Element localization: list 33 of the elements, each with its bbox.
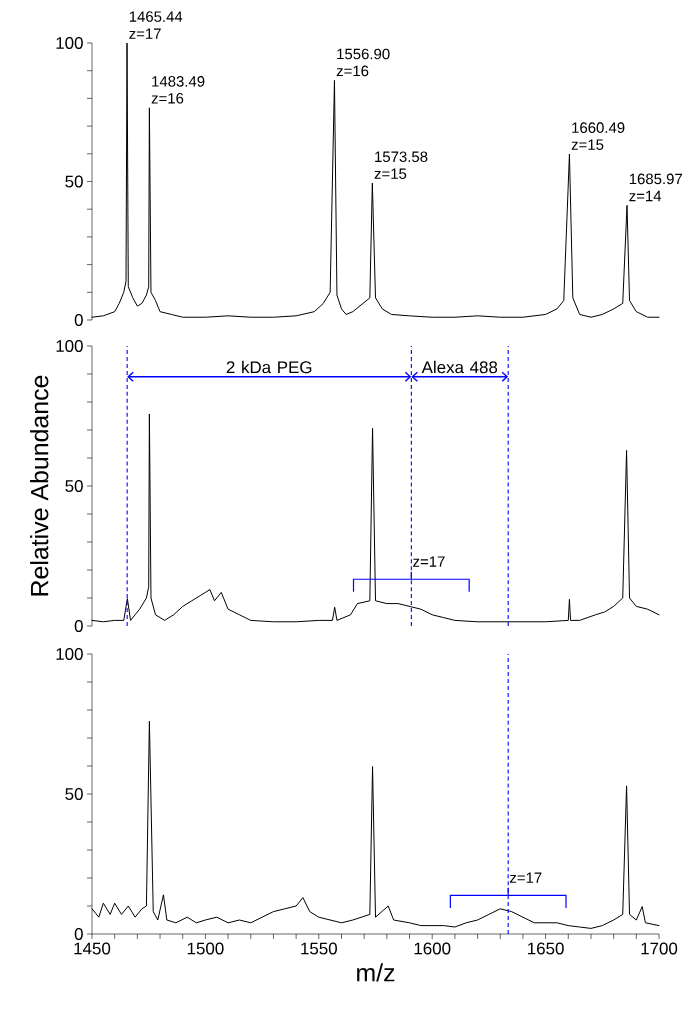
y-axis-title: Relative Abundance bbox=[30, 375, 49, 596]
y-tick-label: 50 bbox=[65, 175, 83, 188]
x-tick-label: 1500 bbox=[187, 942, 224, 955]
y-tick-label: 50 bbox=[65, 788, 83, 800]
annotation: z=15 bbox=[374, 168, 407, 179]
annotation: 1685.97 bbox=[629, 173, 682, 185]
y-tick-label: 100 bbox=[56, 36, 83, 49]
annotation: z=17 bbox=[509, 872, 542, 883]
x-tick-label: 1550 bbox=[301, 942, 337, 955]
y-tick-label: 0 bbox=[74, 928, 83, 940]
annotation: z=15 bbox=[571, 139, 604, 150]
annotation: 1556.90 bbox=[337, 48, 390, 60]
annotation: z=17 bbox=[129, 28, 161, 39]
annotation: z=16 bbox=[336, 65, 369, 77]
x-tick-label: 1600 bbox=[414, 942, 451, 955]
annotation: 1465.44 bbox=[129, 11, 183, 22]
y-tick-label: 50 bbox=[65, 480, 83, 492]
y-tick-label: 0 bbox=[74, 313, 83, 326]
annotation: 1573.58 bbox=[375, 151, 428, 163]
y-tick-label: 100 bbox=[56, 648, 83, 660]
annotation: z=14 bbox=[629, 190, 662, 202]
annotation: 1660.49 bbox=[572, 122, 625, 133]
y-tick-label: 100 bbox=[56, 339, 83, 352]
annotation: 2 kDa PEG bbox=[226, 360, 312, 374]
annotation: z=16 bbox=[151, 93, 184, 104]
x-tick-label: 1450 bbox=[74, 942, 111, 955]
annotation: Alexa 488 bbox=[421, 360, 498, 374]
x-axis-title: m/z bbox=[357, 963, 395, 982]
x-tick-label: 1650 bbox=[528, 942, 564, 955]
x-tick-label: 1700 bbox=[641, 942, 678, 955]
y-tick-label: 0 bbox=[74, 620, 83, 632]
annotation: z=17 bbox=[413, 556, 445, 567]
annotation: 1483.49 bbox=[152, 76, 205, 87]
